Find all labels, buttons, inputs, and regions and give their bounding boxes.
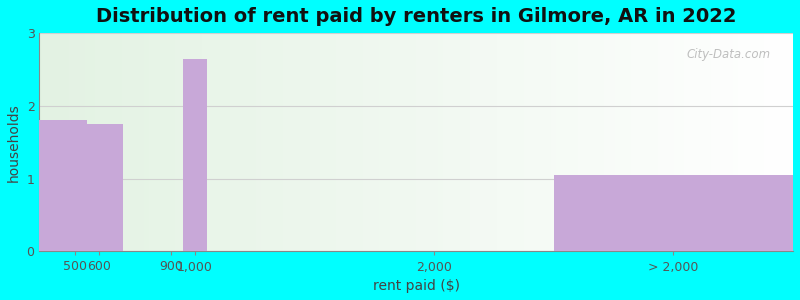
Text: City-Data.com: City-Data.com [686, 48, 770, 61]
Bar [554, 175, 793, 251]
Bar [39, 120, 87, 251]
Bar [87, 124, 123, 251]
Y-axis label: households: households [7, 103, 21, 182]
Bar [183, 58, 207, 251]
X-axis label: rent paid ($): rent paid ($) [373, 279, 460, 293]
Title: Distribution of rent paid by renters in Gilmore, AR in 2022: Distribution of rent paid by renters in … [96, 7, 737, 26]
